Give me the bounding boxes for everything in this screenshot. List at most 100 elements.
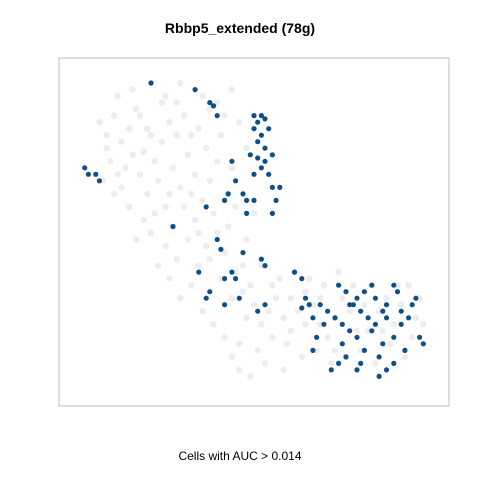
background-point (136, 112, 144, 119)
background-point (206, 105, 213, 113)
background-point (350, 282, 357, 289)
background-point (387, 340, 394, 347)
highlighted-point (383, 367, 390, 373)
background-point (147, 229, 155, 237)
highlighted-point (336, 282, 342, 288)
highlighted-point (394, 289, 401, 295)
background-point (405, 282, 412, 289)
background-point (206, 255, 213, 263)
highlighted-point (376, 354, 382, 360)
highlighted-point (291, 269, 298, 275)
background-point (166, 190, 173, 198)
background-point (269, 282, 276, 289)
background-point (280, 366, 287, 374)
highlighted-point (406, 315, 412, 321)
highlighted-point (229, 158, 235, 164)
background-point (239, 262, 247, 269)
highlighted-point (361, 347, 367, 353)
background-point (272, 295, 280, 302)
highlighted-point (343, 289, 349, 295)
background-point (162, 203, 169, 211)
background-point (372, 360, 379, 367)
highlighted-point (383, 302, 390, 308)
highlighted-point (170, 223, 176, 230)
background-point (254, 347, 261, 354)
highlighted-point (269, 184, 275, 190)
highlighted-point (372, 321, 378, 327)
background-point (122, 164, 129, 171)
highlighted-point (203, 295, 209, 301)
highlighted-point (236, 295, 242, 301)
background-point (364, 327, 372, 334)
highlighted-point (354, 334, 360, 340)
highlighted-point (372, 295, 378, 301)
highlighted-point (240, 191, 246, 197)
background-point (129, 86, 136, 93)
background-point (331, 347, 339, 354)
background-point (221, 334, 228, 341)
highlighted-point (266, 171, 272, 177)
background-point (243, 236, 250, 243)
highlighted-point (314, 334, 320, 340)
background-point (166, 119, 173, 126)
background-point (250, 210, 258, 217)
background-point (317, 321, 324, 328)
x-axis-label: Cells with AUC > 0.014 (178, 449, 302, 463)
highlighted-point (376, 373, 382, 379)
highlighted-point (420, 341, 426, 347)
highlighted-point (391, 360, 397, 366)
background-point (206, 177, 213, 184)
background-point (136, 171, 144, 178)
background-point (162, 92, 169, 100)
highlighted-points (82, 80, 426, 379)
highlighted-point (347, 328, 353, 334)
highlighted-point (214, 113, 220, 119)
background-point (236, 366, 243, 374)
highlighted-point (262, 158, 268, 164)
background-point (151, 158, 158, 165)
background-point (140, 216, 147, 224)
highlighted-point (255, 139, 261, 145)
background-point (317, 295, 324, 302)
highlighted-point (210, 103, 217, 109)
highlighted-point (380, 341, 386, 347)
highlighted-point (339, 321, 345, 327)
highlighted-point (369, 282, 375, 288)
highlighted-point (302, 295, 309, 301)
highlighted-point (266, 126, 272, 132)
background-point (217, 275, 225, 282)
background-point (140, 148, 147, 155)
highlighted-point (82, 165, 88, 171)
background-point (313, 347, 320, 354)
highlighted-point (222, 197, 228, 203)
background-point (346, 308, 353, 315)
background-point (173, 255, 180, 263)
background-point (214, 99, 221, 106)
background-point (228, 295, 236, 302)
background-point (191, 216, 199, 224)
background-point (298, 353, 305, 361)
background-point (111, 112, 118, 119)
background-point (155, 262, 162, 269)
highlighted-point (93, 171, 99, 177)
background-point (217, 132, 225, 139)
background-point (214, 229, 221, 237)
highlighted-point (398, 308, 404, 314)
background-point (287, 327, 294, 334)
background-point (247, 282, 254, 289)
background-point (375, 308, 383, 315)
background-point (324, 334, 331, 341)
background-point (409, 334, 416, 341)
highlighted-point (251, 113, 257, 119)
highlighted-point (240, 250, 246, 256)
highlighted-point (328, 367, 334, 373)
background-point (125, 125, 133, 132)
background-point (155, 177, 162, 184)
background-point (144, 190, 151, 198)
highlighted-point (258, 132, 264, 138)
background-point (221, 249, 228, 256)
background-point (180, 112, 188, 119)
highlighted-point (310, 347, 316, 353)
background-point (283, 340, 291, 347)
background-point (280, 314, 287, 321)
